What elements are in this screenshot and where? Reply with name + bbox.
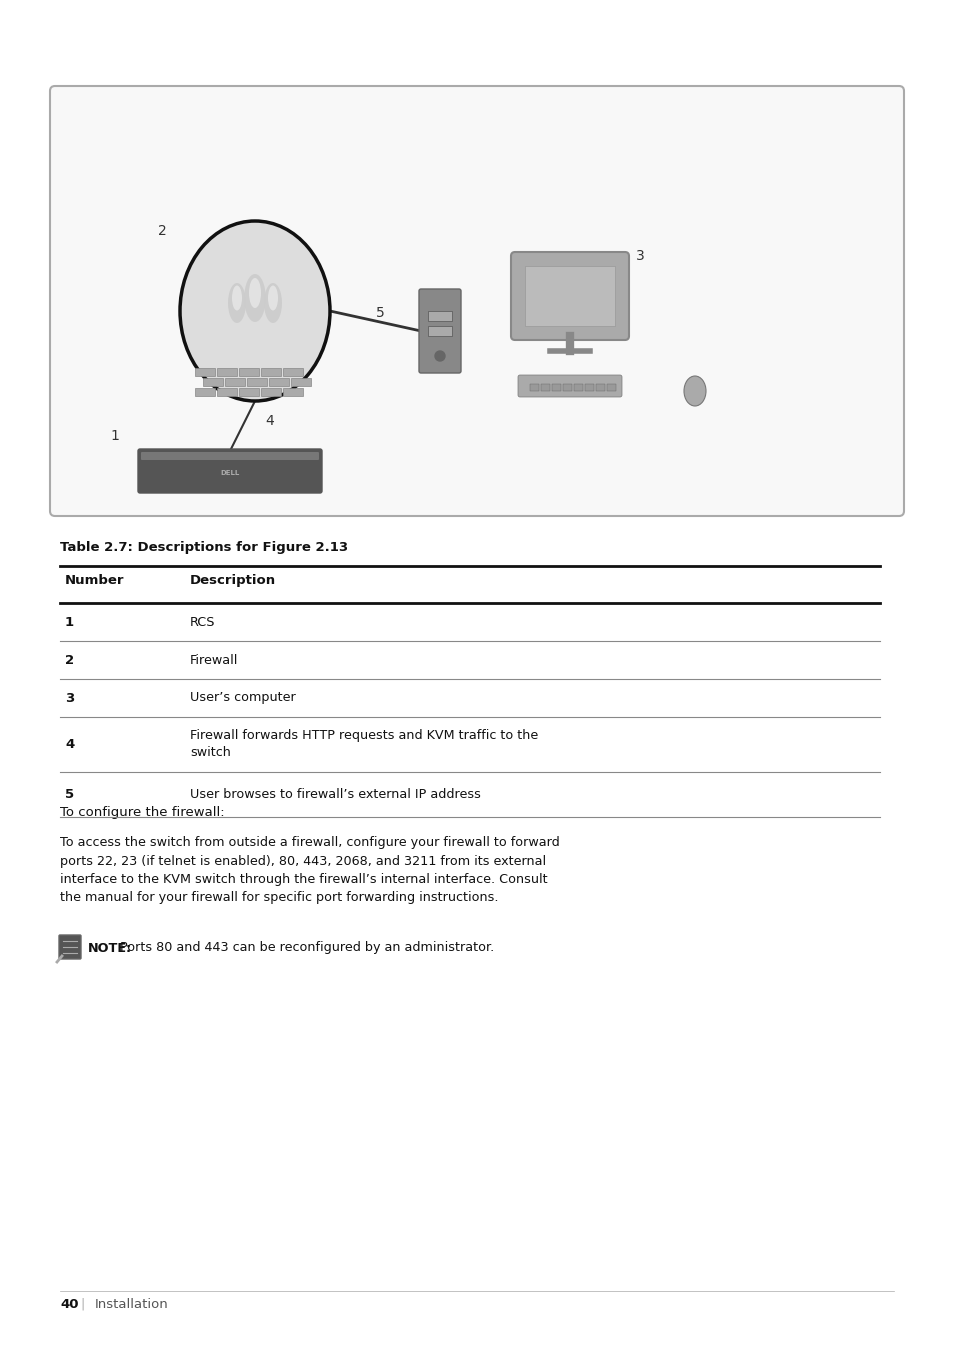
FancyBboxPatch shape	[562, 384, 572, 390]
Text: Installation: Installation	[95, 1298, 169, 1310]
FancyBboxPatch shape	[261, 369, 281, 377]
Text: User’s computer: User’s computer	[190, 692, 295, 704]
FancyBboxPatch shape	[574, 384, 582, 390]
FancyBboxPatch shape	[606, 384, 616, 390]
FancyBboxPatch shape	[59, 935, 81, 959]
FancyBboxPatch shape	[239, 369, 258, 377]
Text: 2: 2	[157, 224, 166, 238]
Text: Number: Number	[65, 574, 125, 586]
Text: 5: 5	[65, 788, 74, 801]
Text: DELL: DELL	[220, 470, 239, 476]
FancyBboxPatch shape	[584, 384, 594, 390]
Text: Description: Description	[190, 574, 275, 586]
FancyBboxPatch shape	[524, 266, 615, 326]
Text: NOTE:: NOTE:	[88, 942, 132, 955]
Text: 3: 3	[65, 692, 74, 704]
Text: Firewall forwards HTTP requests and KVM traffic to the
switch: Firewall forwards HTTP requests and KVM …	[190, 730, 537, 759]
Text: 4: 4	[265, 413, 274, 428]
FancyBboxPatch shape	[596, 384, 604, 390]
FancyBboxPatch shape	[552, 384, 560, 390]
Text: RCS: RCS	[190, 616, 215, 628]
Text: User browses to firewall’s external IP address: User browses to firewall’s external IP a…	[190, 788, 480, 801]
FancyBboxPatch shape	[269, 378, 289, 386]
FancyBboxPatch shape	[283, 369, 303, 377]
FancyBboxPatch shape	[540, 384, 550, 390]
Text: 40: 40	[60, 1298, 78, 1310]
Text: 4: 4	[65, 738, 74, 751]
Ellipse shape	[268, 285, 277, 311]
FancyBboxPatch shape	[141, 453, 318, 459]
FancyBboxPatch shape	[283, 388, 303, 396]
Text: 2: 2	[65, 654, 74, 666]
FancyBboxPatch shape	[194, 369, 214, 377]
Text: 1: 1	[65, 616, 74, 628]
Text: Firewall: Firewall	[190, 654, 238, 666]
FancyBboxPatch shape	[530, 384, 538, 390]
Text: 3: 3	[635, 249, 643, 263]
FancyBboxPatch shape	[194, 388, 214, 396]
FancyBboxPatch shape	[428, 326, 452, 336]
Ellipse shape	[180, 222, 330, 401]
Text: Table 2.7: Descriptions for Figure 2.13: Table 2.7: Descriptions for Figure 2.13	[60, 540, 348, 554]
FancyBboxPatch shape	[291, 378, 311, 386]
Ellipse shape	[228, 282, 246, 323]
Text: 5: 5	[375, 305, 384, 320]
Ellipse shape	[249, 278, 261, 308]
Ellipse shape	[683, 376, 705, 407]
Circle shape	[435, 351, 444, 361]
Text: To access the switch from outside a firewall, configure your firewall to forward: To access the switch from outside a fire…	[60, 836, 559, 905]
FancyBboxPatch shape	[517, 376, 621, 397]
Ellipse shape	[264, 282, 282, 323]
Ellipse shape	[232, 285, 242, 311]
FancyBboxPatch shape	[247, 378, 267, 386]
FancyBboxPatch shape	[418, 289, 460, 373]
FancyBboxPatch shape	[511, 253, 628, 340]
FancyBboxPatch shape	[428, 311, 452, 322]
Text: Ports 80 and 443 can be reconfigured by an administrator.: Ports 80 and 443 can be reconfigured by …	[115, 942, 494, 955]
FancyBboxPatch shape	[239, 388, 258, 396]
FancyBboxPatch shape	[216, 369, 236, 377]
Text: 1: 1	[111, 430, 119, 443]
FancyBboxPatch shape	[225, 378, 245, 386]
FancyBboxPatch shape	[50, 86, 903, 516]
FancyBboxPatch shape	[138, 449, 322, 493]
Text: To configure the firewall:: To configure the firewall:	[60, 807, 224, 819]
Ellipse shape	[244, 274, 266, 322]
FancyBboxPatch shape	[216, 388, 236, 396]
Text: |: |	[80, 1298, 84, 1310]
FancyBboxPatch shape	[261, 388, 281, 396]
FancyBboxPatch shape	[203, 378, 223, 386]
